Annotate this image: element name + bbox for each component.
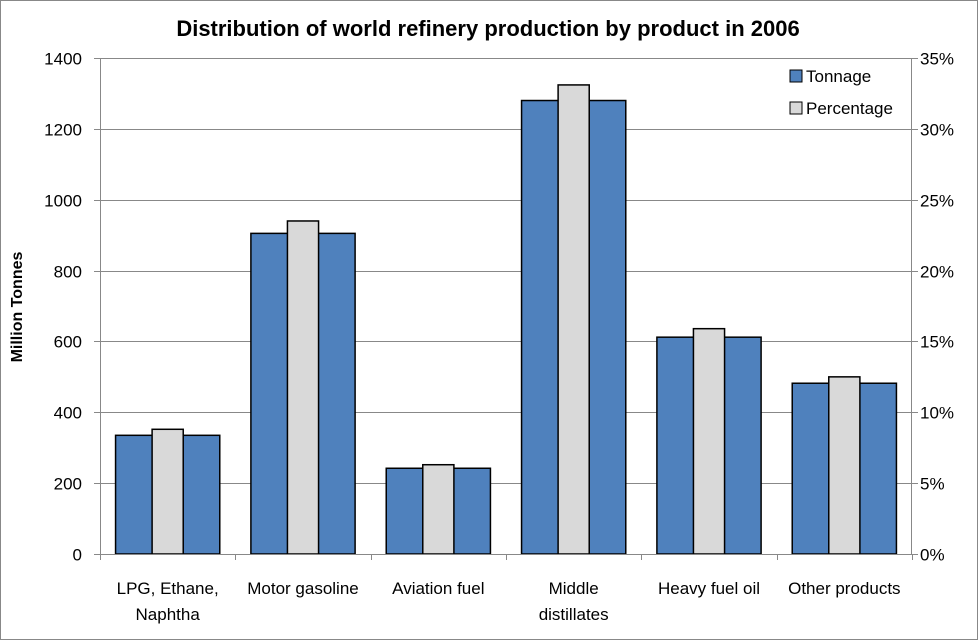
left-tick-label: 400 <box>54 404 82 423</box>
tick-labels: 0 200 400 600 800 1000 1200 1400 0% 5% 10% 15% 20% 25… <box>44 50 954 625</box>
category-label: Aviation fuel <box>392 579 484 598</box>
right-tick-label: 20% <box>920 263 954 282</box>
legend-swatch <box>789 69 803 83</box>
left-tick-label: 1000 <box>44 192 82 211</box>
bar-percentage <box>422 463 455 555</box>
left-tick-label: 800 <box>54 263 82 282</box>
category-label: LPG, Ethane, Naphtha <box>117 579 219 624</box>
right-tick-label: 10% <box>920 404 954 423</box>
gridlines <box>100 58 912 484</box>
right-tick-label: 30% <box>920 121 954 140</box>
legend-swatch <box>789 101 803 115</box>
left-tick-label: 0 <box>73 546 82 565</box>
category-label: Middle distillates <box>539 579 609 624</box>
right-tick-label: 35% <box>920 50 954 69</box>
right-tick-label: 25% <box>920 192 954 211</box>
bar-percentage <box>286 220 320 555</box>
chart-title: Distribution of world refinery productio… <box>176 16 799 41</box>
left-tick-label: 1400 <box>44 50 82 69</box>
right-tick-label: 15% <box>920 333 954 352</box>
bars <box>114 84 898 555</box>
left-tick-label: 600 <box>54 333 82 352</box>
y-axis-label: Million Tonnes <box>9 252 26 363</box>
left-tick-label: 200 <box>54 475 82 494</box>
bar-percentage <box>557 84 590 555</box>
category-label: Other products <box>788 579 900 598</box>
left-tick-label: 1200 <box>44 121 82 140</box>
category-label: Motor gasoline <box>247 579 359 598</box>
bar-percentage <box>828 376 861 555</box>
legend-label: Percentage <box>806 99 893 118</box>
category-label: Heavy fuel oil <box>658 579 760 598</box>
axes <box>94 58 918 560</box>
right-tick-label: 5% <box>920 475 945 494</box>
bar-percentage <box>692 327 726 555</box>
bar-percentage <box>151 428 184 555</box>
legend-label: Tonnage <box>806 67 871 86</box>
right-tick-label: 0% <box>920 546 945 565</box>
legend: Tonnage Percentage <box>789 67 893 118</box>
